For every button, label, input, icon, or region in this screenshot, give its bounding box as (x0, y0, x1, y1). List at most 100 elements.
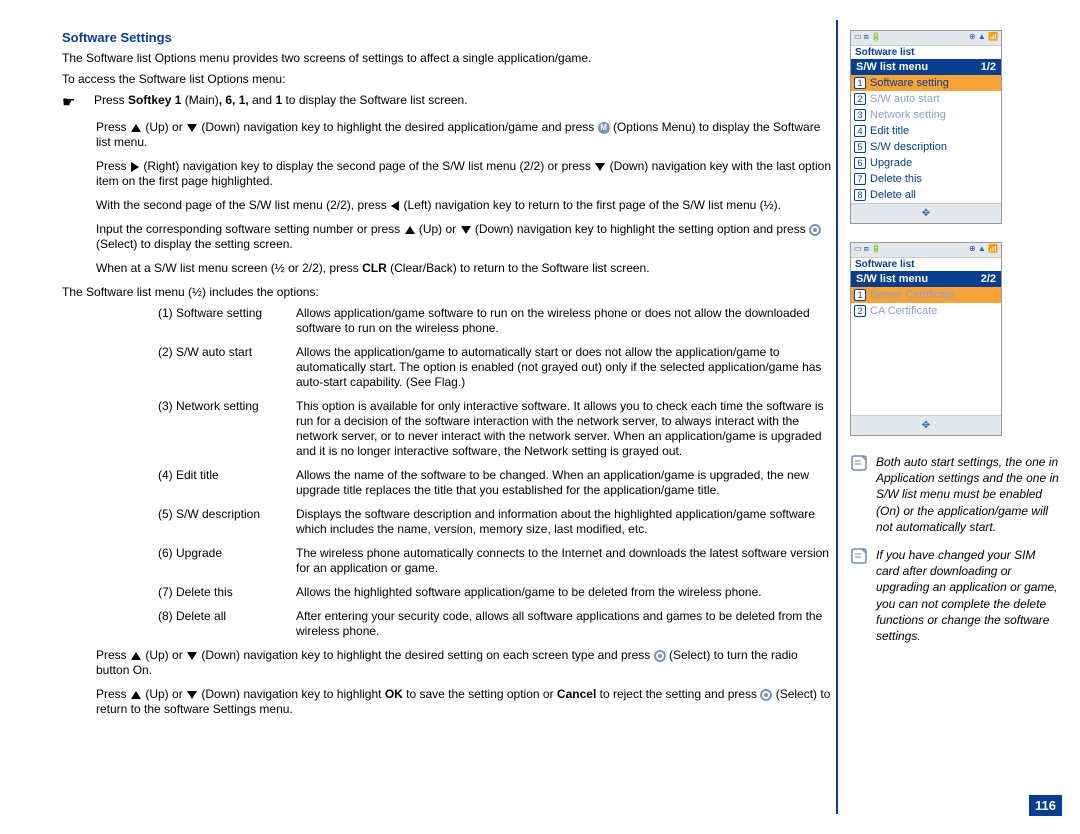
phone-menu-list: 1 Server Certificate 2 CA Certificate (851, 287, 1001, 415)
phone-menu-item-empty (851, 399, 1001, 415)
step-3: Press (Right) navigation key to display … (96, 159, 832, 189)
phone-item-number: 4 (854, 125, 866, 137)
down-arrow-icon (186, 123, 198, 133)
phone-item-label: Delete all (870, 189, 916, 201)
phone-item-number: 2 (854, 93, 866, 105)
phone-title-bar: S/W list menu1/2 (851, 59, 1001, 75)
phone-item-number: 8 (854, 189, 866, 201)
phone-menu-item-empty (851, 319, 1001, 335)
phone-status-bar: ▭ ⧈ 🔋⊕ ▲ 📶 (851, 31, 1001, 45)
phone-status-bar: ▭ ⧈ 🔋⊕ ▲ 📶 (851, 243, 1001, 257)
option-desc: Allows the name of the software to be ch… (296, 468, 832, 498)
phone-item-label: Software setting (870, 77, 949, 89)
select-icon (760, 689, 772, 701)
option-desc: Allows the application/game to automatic… (296, 345, 832, 390)
phone-menu-item-empty (851, 383, 1001, 399)
option-label: (5) S/W description (158, 507, 296, 537)
phone-menu-item[interactable]: 6Upgrade (851, 155, 1001, 171)
tail-2: Press (Up) or (Down) navigation key to h… (96, 687, 832, 717)
option-desc: Allows the highlighted software applicat… (296, 585, 832, 600)
up-arrow-icon (404, 225, 416, 235)
phone-breadcrumb: Software list (851, 257, 1001, 271)
intro-1: The Software list Options menu provides … (62, 51, 832, 66)
phone-item-label: Delete this (870, 173, 922, 185)
note-1: Both auto start settings, the one in App… (850, 454, 1060, 535)
option-label: (3) Network setting (158, 399, 296, 459)
option-desc: After entering your security code, allow… (296, 609, 832, 639)
phone-item-number: 1 (854, 289, 866, 301)
phone-menu-item[interactable]: 5 S/W description (851, 139, 1001, 155)
phone-menu-item[interactable]: 1 Software setting (851, 75, 1001, 91)
option-desc: Displays the software description and in… (296, 507, 832, 537)
phone-menu-list: 1 Software setting 2S/W auto start 3 Network… (851, 75, 1001, 203)
phone-item-label: Server Certificate (870, 289, 955, 301)
phone-menu-item[interactable]: 2S/W auto start (851, 91, 1001, 107)
phone-menu-item-empty (851, 335, 1001, 351)
option-label: (2) S/W auto start (158, 345, 296, 390)
phone-menu-item-empty (851, 367, 1001, 383)
option-row: (2) S/W auto startAllows the application… (158, 345, 832, 390)
step-4: With the second page of the S/W list men… (96, 198, 832, 213)
down-arrow-icon (460, 225, 472, 235)
phone-menu-item[interactable]: 4 Edit title (851, 123, 1001, 139)
option-row: (4) Edit titleAllows the name of the sof… (158, 468, 832, 498)
phone-item-label: S/W description (870, 141, 947, 153)
phone-item-label: Edit title (870, 125, 909, 137)
phone-item-number: 2 (854, 305, 866, 317)
option-label: (8) Delete all (158, 609, 296, 639)
down-arrow-icon (186, 651, 198, 661)
up-arrow-icon (130, 123, 142, 133)
main-column: Software Settings The Software list Opti… (62, 30, 832, 726)
phone-breadcrumb: Software list (851, 45, 1001, 59)
select-icon (809, 224, 821, 236)
phone-item-number: 1 (854, 77, 866, 89)
option-row: (5) S/W descriptionDisplays the software… (158, 507, 832, 537)
option-label: (4) Edit title (158, 468, 296, 498)
step-5: Input the corresponding software setting… (96, 222, 832, 252)
option-label: (1) Software setting (158, 306, 296, 336)
phone-menu-item[interactable]: 8 Delete all (851, 187, 1001, 203)
phone-nav-indicator: ✥ (851, 415, 1001, 435)
options-table: (1) Software settingAllows application/g… (158, 306, 832, 639)
phone-item-label: Upgrade (870, 157, 912, 169)
right-arrow-icon (130, 161, 140, 173)
option-desc: The wireless phone automatically connect… (296, 546, 832, 576)
option-label: (7) Delete this (158, 585, 296, 600)
options-menu-icon: M (598, 122, 610, 134)
option-row: (1) Software settingAllows application/g… (158, 306, 832, 336)
down-arrow-icon (186, 690, 198, 700)
step-2: Press (Up) or (Down) navigation key to h… (96, 120, 832, 150)
phone-item-number: 5 (854, 141, 866, 153)
phone-menu-item[interactable]: 7 Delete this (851, 171, 1001, 187)
phone-item-label: Network setting (870, 109, 946, 121)
option-row: (8) Delete allAfter entering your securi… (158, 609, 832, 639)
note-icon (850, 547, 868, 565)
phone-item-label: CA Certificate (870, 305, 937, 317)
phone-title-bar: S/W list menu2/2 (851, 271, 1001, 287)
note-1-text: Both auto start settings, the one in App… (876, 454, 1060, 535)
step-1: ☛ Press Softkey 1 (Main), 6, 1, and 1 to… (62, 93, 832, 111)
right-column: ▭ ⧈ 🔋⊕ ▲ 📶Software listS/W list menu1/21… (850, 30, 1060, 644)
select-icon (654, 650, 666, 662)
option-row: (3) Network settingThis option is availa… (158, 399, 832, 459)
option-desc: This option is available for only intera… (296, 399, 832, 459)
intro-2: To access the Software list Options menu… (62, 72, 832, 87)
hand-icon: ☛ (62, 93, 84, 111)
up-arrow-icon (130, 651, 142, 661)
note-icon (850, 454, 868, 472)
step-6: When at a S/W list menu screen (½ or 2/2… (96, 261, 832, 276)
phone-item-number: 7 (854, 173, 866, 185)
column-divider (836, 20, 838, 814)
phone-menu-item[interactable]: 3 Network setting (851, 107, 1001, 123)
phone-menu-item[interactable]: 1 Server Certificate (851, 287, 1001, 303)
note-2: If you have changed your SIM card after … (850, 547, 1060, 644)
phone-menu-item-empty (851, 351, 1001, 367)
left-arrow-icon (390, 200, 400, 212)
note-2-text: If you have changed your SIM card after … (876, 547, 1060, 644)
phone-item-number: 3 (854, 109, 866, 121)
phone-mock-2: ▭ ⧈ 🔋⊕ ▲ 📶Software listS/W list menu2/21… (850, 242, 1060, 436)
phone-mock-1: ▭ ⧈ 🔋⊕ ▲ 📶Software listS/W list menu1/21… (850, 30, 1060, 224)
tail-1: Press (Up) or (Down) navigation key to h… (96, 648, 832, 678)
phone-menu-item[interactable]: 2 CA Certificate (851, 303, 1001, 319)
up-arrow-icon (130, 690, 142, 700)
